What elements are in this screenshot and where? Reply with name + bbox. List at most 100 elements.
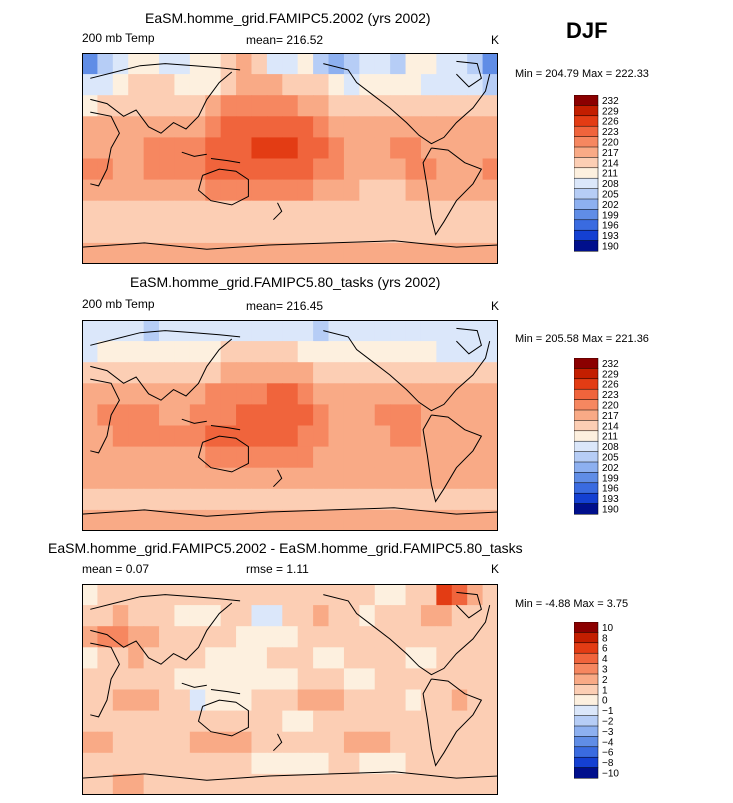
field-cell xyxy=(405,509,422,531)
field-cell xyxy=(97,74,114,96)
field-cell xyxy=(236,773,253,795)
field-cell xyxy=(359,320,376,342)
field-cell xyxy=(82,584,99,606)
field-cell xyxy=(143,137,160,160)
field-cell xyxy=(82,320,99,342)
field-cell xyxy=(328,467,345,490)
field-cell xyxy=(159,221,176,244)
field-cell xyxy=(313,689,330,712)
field-cell xyxy=(112,53,129,75)
field-cell xyxy=(436,752,453,775)
field-cell xyxy=(436,467,453,490)
field-cell xyxy=(159,383,176,405)
field-cell xyxy=(451,95,468,117)
field-cell xyxy=(451,773,468,795)
field-cell xyxy=(467,95,484,117)
field-cell xyxy=(405,425,422,448)
field-cell xyxy=(451,158,468,181)
field-cell xyxy=(328,731,345,754)
field-cell xyxy=(390,116,407,138)
field-cell xyxy=(405,95,422,117)
field-cell xyxy=(251,467,268,490)
field-cell xyxy=(328,752,345,775)
field-cell xyxy=(174,320,191,342)
field-cell xyxy=(205,509,222,531)
field-cell xyxy=(82,242,99,264)
field-cell xyxy=(405,242,422,264)
field-cell xyxy=(220,362,237,384)
field-cell xyxy=(82,647,99,669)
field-cell xyxy=(174,179,191,202)
field-cell xyxy=(297,179,314,202)
field-cell xyxy=(174,626,191,648)
colorbar-swatch xyxy=(574,399,599,411)
field-cell xyxy=(405,731,422,754)
colorbar-label: 223 xyxy=(602,127,619,138)
field-cell xyxy=(359,158,376,181)
field-cell xyxy=(159,137,176,160)
colorbar-swatch xyxy=(574,503,599,515)
colorbar-swatch xyxy=(574,767,599,779)
colorbar-label: 223 xyxy=(602,390,619,401)
colorbar-label: 2 xyxy=(602,675,608,686)
field-cell xyxy=(313,626,330,648)
field-cell xyxy=(313,95,330,117)
coastline xyxy=(90,63,241,79)
field-cell xyxy=(97,116,114,138)
field-cell xyxy=(390,383,407,405)
field-cell xyxy=(420,95,437,117)
field-cell xyxy=(128,467,145,490)
coastline xyxy=(456,327,482,355)
field-cell xyxy=(220,116,237,138)
field-cell xyxy=(220,446,237,469)
panel-3-mean: mean = 0.07 xyxy=(82,562,150,576)
field-cell xyxy=(236,221,253,244)
field-cell xyxy=(143,626,160,648)
field-cell xyxy=(390,647,407,669)
field-cell xyxy=(297,689,314,712)
field-cell xyxy=(313,362,330,384)
field-cell xyxy=(451,425,468,448)
field-cell xyxy=(420,179,437,202)
field-cell xyxy=(143,383,160,405)
field-cell xyxy=(159,488,176,511)
field-cell xyxy=(343,95,360,117)
field-cell xyxy=(420,647,437,669)
field-cell xyxy=(390,488,407,511)
field-cell xyxy=(374,509,391,531)
field-cell xyxy=(282,95,299,117)
field-cell xyxy=(220,320,237,342)
field-cell xyxy=(467,488,484,511)
field-cell xyxy=(313,242,330,264)
field-cell xyxy=(297,242,314,264)
field-cell xyxy=(205,467,222,490)
field-cell xyxy=(313,425,330,448)
field-cell xyxy=(451,242,468,264)
field-cell xyxy=(97,467,114,490)
field-cell xyxy=(220,626,237,648)
field-cell xyxy=(220,773,237,795)
field-cell xyxy=(112,179,129,202)
field-cell xyxy=(266,584,283,606)
field-cell xyxy=(343,200,360,223)
field-cell xyxy=(205,647,222,669)
coastline xyxy=(90,378,120,454)
field-cell xyxy=(359,242,376,264)
field-cell xyxy=(143,752,160,775)
panel-1-minmax: Min = 204.79 Max = 222.33 xyxy=(515,68,649,80)
panel-2-title: EaSM.homme_grid.FAMIPC5.80_tasks (yrs 20… xyxy=(130,274,441,290)
field-cell xyxy=(343,689,360,712)
field-cell xyxy=(451,584,468,606)
field-cell xyxy=(405,626,422,648)
field-cell xyxy=(313,116,330,138)
colorbar-swatch xyxy=(574,746,599,758)
field-cell xyxy=(266,320,283,342)
field-cell xyxy=(313,446,330,469)
coastline xyxy=(422,147,483,236)
field-cell xyxy=(297,509,314,531)
field-cell xyxy=(128,584,145,606)
field-cell xyxy=(143,158,160,181)
field-cell xyxy=(266,137,283,160)
field-cell xyxy=(112,752,129,775)
field-cell xyxy=(405,467,422,490)
